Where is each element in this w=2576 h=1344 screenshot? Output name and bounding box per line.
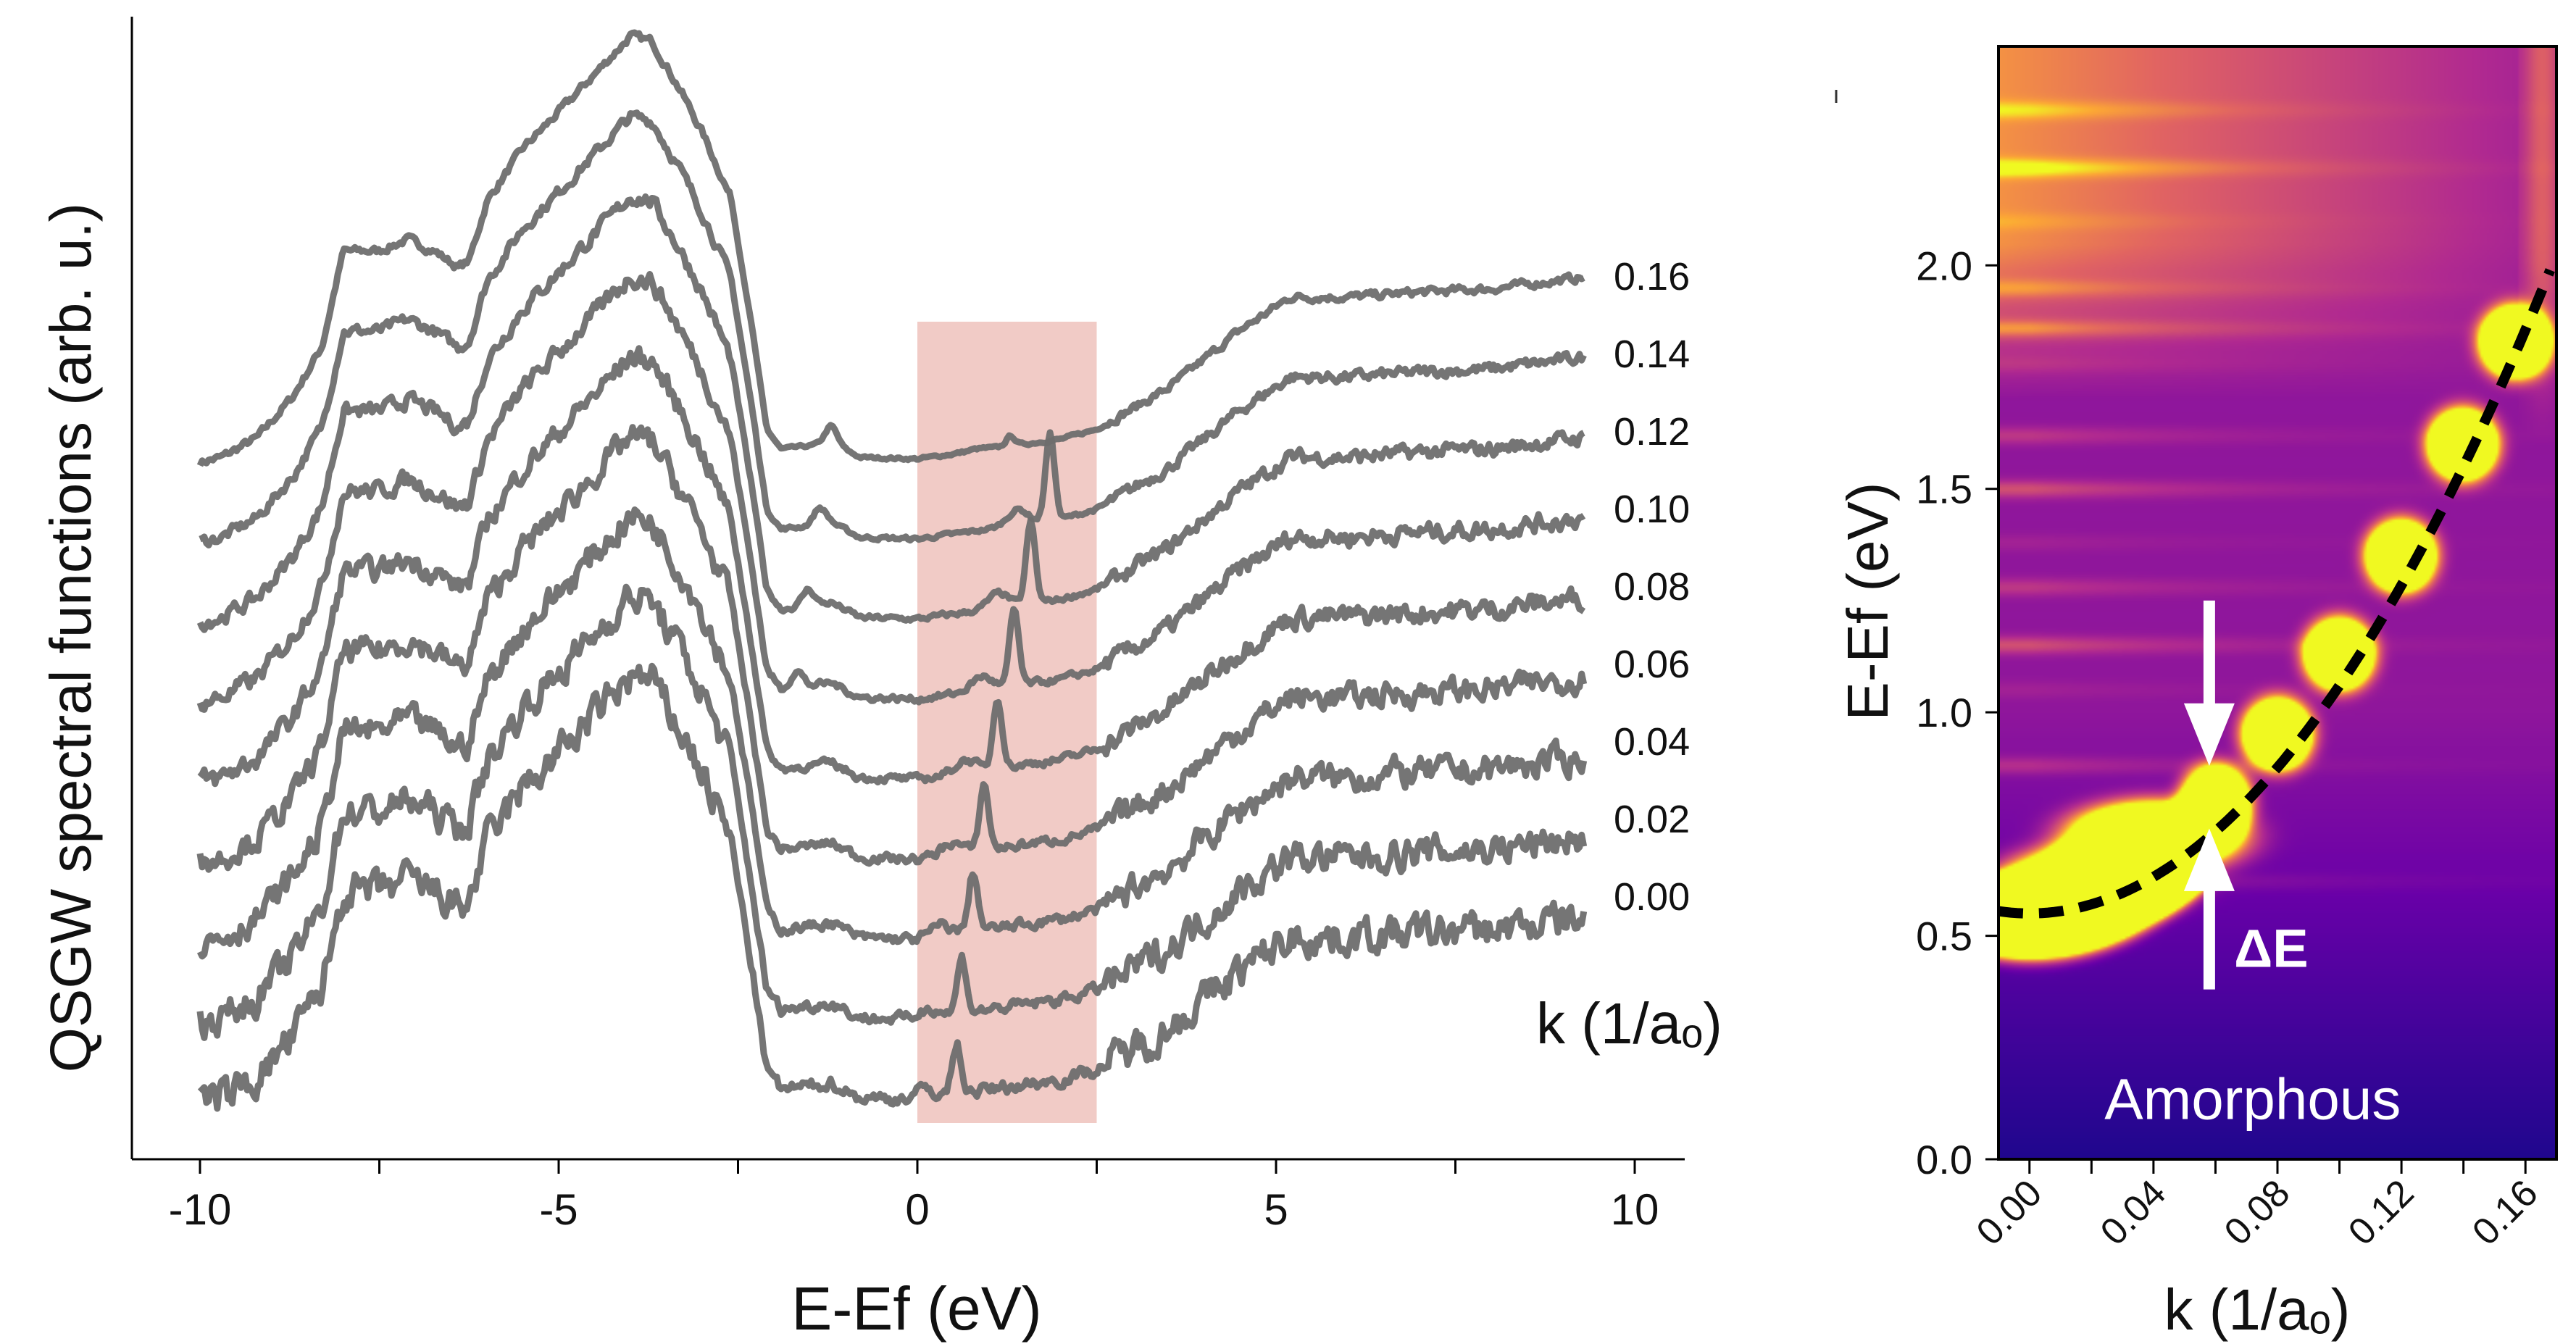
x-tick-label: 5	[1264, 1185, 1288, 1234]
series-label: 0.08	[1614, 565, 1690, 609]
right-y-axis-label: E-Ef (eV)	[1835, 483, 1900, 721]
heatmap-image	[1998, 46, 2556, 1159]
right-x-axis-label: k (1/aₒ)	[2164, 1277, 2351, 1342]
series-label: 0.10	[1614, 488, 1690, 531]
x-tick-label: 0.12	[2341, 1172, 2422, 1253]
dispersion-fit-line	[1998, 268, 2555, 919]
x-tick-label: 0.08	[2217, 1172, 2298, 1253]
series-label: 0.12	[1614, 410, 1690, 454]
spectral-curve-k-0.16	[196, 29, 1585, 467]
left-x-ticks	[199, 1159, 1636, 1174]
series-label: 0.06	[1614, 643, 1690, 686]
left-y-axis-label: QSGW spectral functions (arb. u.)	[38, 203, 103, 1072]
series-label: 0.14	[1614, 333, 1690, 376]
spectral-curve-k-0.12	[196, 193, 1585, 633]
series-label: 0.16	[1614, 255, 1690, 299]
up-arrow-head-icon	[2183, 828, 2235, 891]
material-label: Amorphous	[2104, 1067, 2401, 1131]
right-x-tick-labels: 0.00 0.04 0.08 0.12 0.16	[1969, 1172, 2546, 1253]
spectral-curve-k-0.00	[197, 662, 1588, 1112]
y-tick-label: 2.0	[1916, 243, 1972, 288]
spectral-curve-k-0.08	[197, 345, 1586, 788]
spectral-curves	[196, 29, 1588, 1112]
right-ticks	[1985, 264, 2527, 1174]
series-label: 0.02	[1614, 798, 1690, 841]
spectral-curve-k-0.14	[199, 109, 1587, 548]
down-arrow-head-icon	[2183, 703, 2235, 767]
y-tick-label: 0.0	[1916, 1137, 1972, 1182]
spectral-curve-k-0.06	[196, 424, 1588, 873]
right-y-tick-labels: 0.0 0.5 1.0 1.5 2.0	[1916, 243, 1972, 1182]
spectral-curve-k-0.04	[196, 506, 1588, 960]
left-x-tick-labels: -10 -5 0 5 10	[169, 1185, 1659, 1234]
heatmap-frame	[1997, 45, 2558, 1161]
series-label: 0.04	[1614, 720, 1690, 764]
x-tick-label: -5	[539, 1185, 578, 1234]
x-tick-label: 0.04	[2093, 1172, 2175, 1253]
left-x-axis-label: E-Ef (eV)	[791, 1274, 1041, 1343]
spectral-curve-k-0.02	[196, 583, 1588, 1041]
y-tick-label: 0.5	[1916, 914, 1972, 959]
x-tick-label: 0	[905, 1185, 929, 1234]
series-label: 0.00	[1614, 875, 1690, 919]
k-labels: 0.16 0.14 0.12 0.10 0.08 0.06 0.04 0.02 …	[1614, 255, 1690, 919]
legend-title: k (1/aₒ)	[1536, 991, 1722, 1056]
spectral-curve-k-0.10	[196, 271, 1586, 713]
x-tick-label: 10	[1611, 1185, 1659, 1234]
delta-e-label: ΔE	[2234, 919, 2309, 979]
x-tick-label: 0.16	[2464, 1172, 2546, 1253]
y-tick-label: 1.0	[1916, 690, 1972, 735]
y-tick-label: 1.5	[1916, 467, 1972, 512]
gap-arrows	[2183, 600, 2235, 990]
x-tick-label: 0.00	[1969, 1172, 2051, 1253]
x-tick-label: -10	[169, 1185, 232, 1234]
